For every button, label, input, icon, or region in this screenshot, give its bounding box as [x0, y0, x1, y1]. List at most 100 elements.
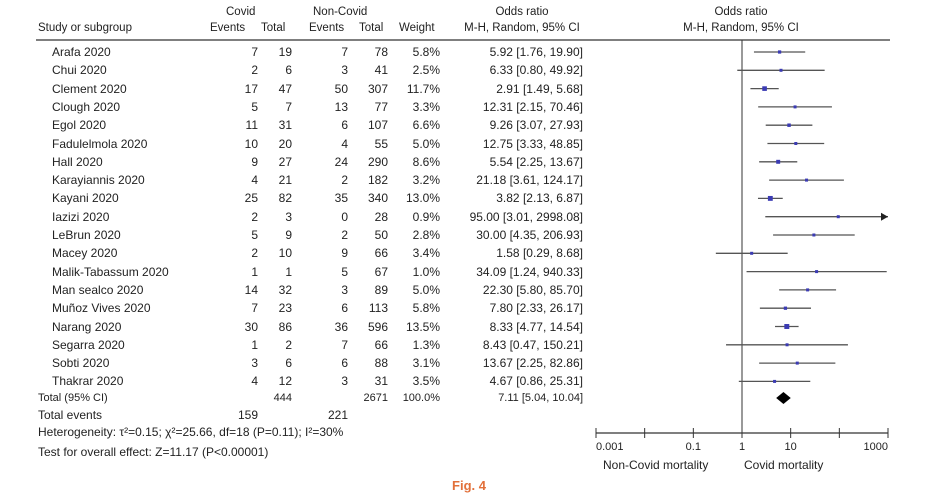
study-weight: 11.7%	[406, 81, 440, 96]
study-weight: 1.3%	[412, 337, 440, 352]
study-weight: 3.5%	[412, 374, 440, 389]
effect-marker	[806, 288, 810, 292]
study-ci-text: 30.00 [4.35, 206.93]	[476, 228, 583, 242]
events-covid: 2	[251, 246, 258, 261]
events-covid: 30	[244, 319, 258, 334]
events-covid: 11	[245, 118, 258, 133]
total-weight: 100.0%	[402, 392, 440, 404]
study-ci-text: 5.92 [1.76, 19.90]	[489, 45, 583, 59]
effect-marker	[805, 178, 809, 182]
study-ci-text: 12.75 [3.33, 48.85]	[482, 136, 583, 151]
study-ci-text: 8.33 [4.77, 14.54]	[489, 319, 583, 334]
effect-marker	[779, 68, 783, 72]
study-ci-text: 12.31 [2.15, 70.46]	[482, 99, 583, 114]
total-noncovid: 290	[367, 154, 388, 169]
events-covid: 7	[251, 45, 258, 59]
total-noncovid: 50	[374, 228, 388, 242]
events-covid: 4	[251, 374, 258, 389]
total-noncovid: 113	[368, 301, 388, 316]
header-events-1: Events	[210, 22, 246, 34]
study-name: Malik-Tabassum 2020	[52, 264, 169, 279]
effect-marker	[783, 306, 788, 310]
events-covid: 1	[251, 264, 258, 279]
total-noncovid: 107	[367, 118, 388, 133]
effect-marker	[815, 270, 819, 274]
total-label: Total (95% CI)	[38, 392, 108, 404]
events-covid: 4	[251, 173, 258, 188]
study-name: Muñoz Vives 2020	[52, 301, 151, 316]
events-noncovid: 2	[341, 173, 348, 188]
total-covid: 27	[278, 154, 292, 169]
total-covid: 3	[285, 209, 292, 224]
effect-marker	[836, 215, 840, 219]
effect-marker	[784, 324, 790, 329]
header-total-1: Total	[261, 22, 286, 34]
study-weight: 8.6%	[412, 154, 440, 169]
study-weight: 3.4%	[412, 246, 440, 261]
study-ci-text: 9.26 [3.07, 27.93]	[489, 118, 583, 133]
study-name: Man sealco 2020	[52, 282, 144, 297]
effect-marker	[787, 123, 791, 127]
total-covid: 12	[278, 374, 292, 389]
pooled-diamond	[776, 392, 791, 404]
total-events-label: Total events	[38, 408, 103, 422]
events-noncovid: 3	[341, 374, 348, 389]
study-name: Chui 2020	[52, 63, 107, 78]
events-noncovid: 3	[341, 63, 348, 78]
effect-marker	[762, 86, 767, 91]
total-covid: 31	[278, 118, 292, 133]
heterogeneity-text: Heterogeneity: τ²=0.15; χ²=25.66, df=18 …	[38, 425, 344, 439]
total-covid: 10	[278, 246, 292, 261]
effect-marker	[785, 343, 789, 347]
total-covid: 21	[278, 173, 292, 188]
study-name: Kayani 2020	[52, 191, 119, 206]
study-ci-text: 3.82 [2.13, 6.87]	[496, 191, 583, 206]
effect-marker	[777, 50, 782, 54]
events-noncovid: 0	[341, 209, 348, 224]
events-noncovid: 50	[334, 81, 348, 96]
study-name: Egol 2020	[52, 118, 107, 133]
events-noncovid: 5	[341, 264, 348, 279]
study-weight: 3.2%	[412, 173, 440, 188]
total-ci: 7.11 [5.04, 10.04]	[498, 392, 583, 404]
effect-marker	[773, 379, 777, 383]
x-tick-label: 0.001	[596, 441, 624, 453]
total-noncovid: 89	[374, 282, 388, 297]
study-name: Arafa 2020	[52, 45, 111, 59]
effect-marker	[795, 361, 799, 365]
x-tick-label: 1	[739, 441, 745, 453]
total-covid: 9	[285, 228, 292, 242]
total-noncovid: 182	[367, 173, 388, 188]
events-noncovid: 13	[334, 99, 348, 114]
ci-arrow	[881, 212, 888, 221]
header-or-title-left: Odds ratio	[495, 6, 549, 18]
header-covid: Covid	[226, 6, 256, 18]
events-noncovid: 6	[341, 118, 348, 133]
effect-marker	[776, 159, 781, 164]
events-noncovid: 7	[341, 45, 348, 59]
header-total-2: Total	[359, 22, 384, 34]
total-noncovid: 41	[374, 63, 388, 78]
total-noncovid: 67	[374, 264, 388, 279]
study-name: Karayiannis 2020	[52, 173, 145, 188]
total-covid: 2	[285, 337, 292, 352]
events-covid: 2	[251, 63, 258, 78]
study-weight: 0.9%	[412, 209, 440, 224]
header-or-sub-left: M-H, Random, 95% CI	[464, 22, 580, 34]
study-name: Thakrar 2020	[52, 374, 124, 389]
study-weight: 3.1%	[412, 356, 440, 371]
axis-left-label: Non-Covid mortality	[603, 458, 709, 472]
study-ci-text: 2.91 [1.49, 5.68]	[496, 81, 583, 96]
effect-marker	[793, 105, 797, 109]
total-noncovid: 55	[374, 136, 388, 151]
study-ci-text: 34.09 [1.24, 940.33]	[476, 264, 583, 279]
total-covid: 82	[278, 191, 292, 206]
events-covid: 9	[251, 154, 258, 169]
study-ci-text: 13.67 [2.25, 82.86]	[482, 356, 583, 371]
x-tick-label: 0.1	[686, 441, 701, 453]
events-noncovid: 9	[341, 246, 348, 261]
study-name: Narang 2020	[52, 319, 122, 334]
events-noncovid: 24	[334, 154, 348, 169]
study-name: Macey 2020	[52, 246, 118, 261]
